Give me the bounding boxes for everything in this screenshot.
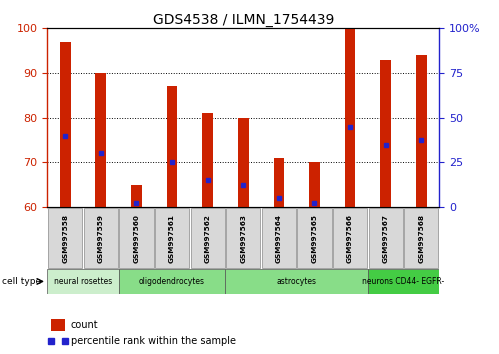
Bar — [345, 28, 355, 207]
Bar — [273, 158, 284, 207]
Text: GSM997562: GSM997562 — [205, 213, 211, 263]
Bar — [191, 208, 225, 268]
Bar — [262, 208, 296, 268]
Text: GSM997558: GSM997558 — [62, 213, 68, 263]
Text: GSM997561: GSM997561 — [169, 213, 175, 263]
Bar — [333, 208, 367, 268]
Bar — [380, 59, 391, 207]
Title: GDS4538 / ILMN_1754439: GDS4538 / ILMN_1754439 — [153, 13, 334, 27]
Bar — [416, 55, 427, 207]
Bar — [119, 269, 226, 294]
Bar — [226, 208, 260, 268]
Bar — [155, 208, 189, 268]
Bar — [404, 208, 439, 268]
Text: neurons CD44- EGFR-: neurons CD44- EGFR- — [362, 277, 445, 286]
Bar — [167, 86, 177, 207]
Text: GSM997568: GSM997568 — [418, 213, 424, 263]
Text: oligodendrocytes: oligodendrocytes — [139, 277, 205, 286]
Bar — [51, 319, 65, 331]
Text: GSM997565: GSM997565 — [311, 213, 317, 263]
Text: GSM997564: GSM997564 — [276, 213, 282, 263]
Bar — [368, 269, 439, 294]
Bar — [369, 208, 403, 268]
Bar — [84, 208, 118, 268]
Bar — [48, 208, 82, 268]
Text: percentile rank within the sample: percentile rank within the sample — [71, 336, 236, 346]
Text: GSM997559: GSM997559 — [98, 213, 104, 263]
Bar — [119, 208, 154, 268]
Bar — [131, 185, 142, 207]
Bar — [238, 118, 249, 207]
Bar — [297, 208, 331, 268]
Text: astrocytes: astrocytes — [276, 277, 317, 286]
Text: neural rosettes: neural rosettes — [54, 277, 112, 286]
Bar — [309, 162, 320, 207]
Text: GSM997560: GSM997560 — [133, 213, 139, 263]
Text: GSM997567: GSM997567 — [383, 213, 389, 263]
Bar — [202, 113, 213, 207]
Text: cell type: cell type — [2, 277, 41, 286]
Bar — [60, 42, 70, 207]
Bar — [95, 73, 106, 207]
Text: GSM997566: GSM997566 — [347, 213, 353, 263]
Text: GSM997563: GSM997563 — [240, 213, 247, 263]
Bar — [226, 269, 368, 294]
Text: count: count — [71, 320, 98, 330]
Bar — [47, 269, 119, 294]
